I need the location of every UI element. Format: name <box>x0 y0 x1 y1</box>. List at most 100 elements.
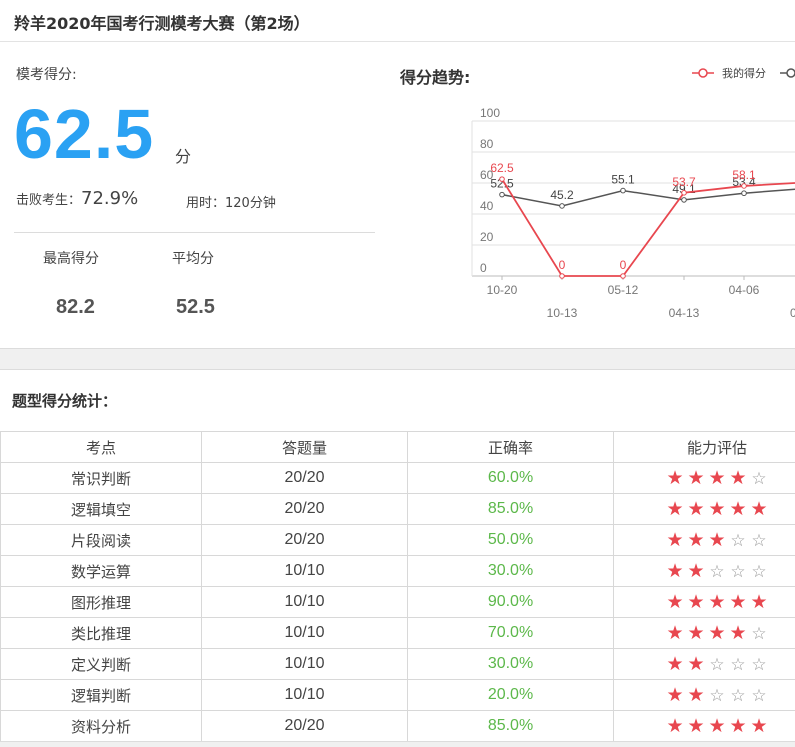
mine-data-label: 58.1 <box>732 168 756 182</box>
mine-point <box>499 176 505 182</box>
bottom-separator <box>0 741 795 747</box>
rate-cell: 50.0% <box>407 524 614 556</box>
count-cell: 10/10 <box>201 586 408 618</box>
topic-cell: 定义判断 <box>0 648 202 680</box>
star-filled-icon: ★ <box>687 528 705 551</box>
avg-point <box>741 190 747 197</box>
star-filled-icon: ★ <box>708 498 726 520</box>
score-label: 模考得分: <box>16 67 77 83</box>
avg-score-value: 52.5 <box>176 296 215 318</box>
star-filled-icon: ★ <box>666 715 684 737</box>
x-tick-label: 10-20 <box>487 283 518 297</box>
avg-series-line <box>501 188 795 207</box>
x-tick-label: 0 <box>790 306 795 320</box>
y-tick-label: 60 <box>480 168 494 182</box>
star-filled-icon: ★ <box>666 621 684 644</box>
col-header-rate: 正确率 <box>407 431 614 463</box>
rate-cell: 70.0% <box>407 617 614 649</box>
ability-rating: ★ ★ ★ ★ ☆ <box>613 617 795 649</box>
star-filled-icon: ★ <box>708 621 726 644</box>
col-header-topic: 考点 <box>0 431 202 463</box>
stats-table: 考点 答题量 正确率 能力评估 常识判断 20/20 60.0% ★ ★ ★ ★ ☆ 逻辑填空 2… <box>0 431 795 742</box>
star-filled-icon: ★ <box>666 498 684 520</box>
star-filled-icon: ★ <box>666 559 684 582</box>
title-bar: 羚羊2020年国考行测模考大赛（第2场） <box>0 0 795 42</box>
mine-point <box>681 189 687 196</box>
score-value: 62.5 <box>14 95 155 173</box>
topic-cell: 常识判断 <box>0 462 202 494</box>
star-filled-icon: ★ <box>687 715 705 737</box>
star-filled-icon: ★ <box>666 591 684 613</box>
legend-mine-label: 我的得分 <box>722 66 766 80</box>
rate-cell: 85.0% <box>407 493 614 525</box>
count-cell: 20/20 <box>201 493 408 525</box>
star-empty-icon: ☆ <box>751 530 767 551</box>
ability-rating: ★ ★ ★ ★ ★ <box>613 493 795 525</box>
rate-cell: 85.0% <box>407 710 614 742</box>
count-cell: 20/20 <box>201 462 408 494</box>
score-unit: 分 <box>175 147 192 166</box>
count-cell: 20/20 <box>201 524 408 556</box>
count-cell: 10/10 <box>201 648 408 680</box>
table-row: 数学运算 10/10 30.0% ★ ★ ☆ ☆ ☆ <box>0 555 795 587</box>
star-filled-icon: ★ <box>666 652 684 675</box>
ability-rating: ★ ★ ☆ ☆ ☆ <box>613 679 795 711</box>
rate-cell: 30.0% <box>407 555 614 587</box>
star-filled-icon: ★ <box>666 683 684 706</box>
topic-cell: 片段阅读 <box>0 524 202 556</box>
legend-mine-icon <box>698 68 708 78</box>
star-filled-icon: ★ <box>708 528 726 551</box>
rate-cell: 20.0% <box>407 679 614 711</box>
star-filled-icon: ★ <box>729 621 747 644</box>
star-empty-icon: ☆ <box>751 623 767 644</box>
count-cell: 20/20 <box>201 710 408 742</box>
topic-cell: 逻辑填空 <box>0 493 202 525</box>
mine-data-label: 62.5 <box>490 161 514 175</box>
x-tick-label: 04-06 <box>729 283 760 297</box>
beat-label: 击败考生： <box>16 193 82 208</box>
y-tick-label: 100 <box>480 106 500 120</box>
star-filled-icon: ★ <box>687 652 705 675</box>
star-filled-icon: ★ <box>729 591 747 613</box>
page-title: 羚羊2020年国考行测模考大赛（第2场） <box>14 14 310 33</box>
ability-rating: ★ ★ ☆ ☆ ☆ <box>613 648 795 680</box>
star-filled-icon: ★ <box>687 559 705 582</box>
table-row: 常识判断 20/20 60.0% ★ ★ ★ ★ ☆ <box>0 462 795 494</box>
star-filled-icon: ★ <box>687 621 705 644</box>
x-tick-label: 10-13 <box>547 306 578 320</box>
avg-point <box>559 203 565 209</box>
section-separator <box>0 348 795 370</box>
star-filled-icon: ★ <box>666 466 684 489</box>
avg-point <box>499 191 505 198</box>
star-filled-icon: ★ <box>687 498 705 520</box>
star-filled-icon: ★ <box>729 498 747 520</box>
max-score-value: 82.2 <box>56 296 95 318</box>
table-row: 类比推理 10/10 70.0% ★ ★ ★ ★ ☆ <box>0 617 795 649</box>
table-row: 定义判断 10/10 30.0% ★ ★ ☆ ☆ ☆ <box>0 648 795 680</box>
star-filled-icon: ★ <box>750 715 768 737</box>
rate-cell: 30.0% <box>407 648 614 680</box>
star-filled-icon: ★ <box>687 683 705 706</box>
x-tick-label: 05-12 <box>608 283 639 297</box>
trend-title: 得分趋势: <box>400 68 471 87</box>
star-empty-icon: ☆ <box>730 530 746 551</box>
y-tick-label: 80 <box>480 137 494 151</box>
topic-cell: 资料分析 <box>0 710 202 742</box>
x-tick-label: 04-13 <box>669 306 700 320</box>
ability-rating: ★ ★ ★ ★ ★ <box>613 710 795 742</box>
table-header-row: 考点 答题量 正确率 能力评估 <box>0 431 795 463</box>
star-empty-icon: ☆ <box>751 685 767 706</box>
avg-point <box>620 187 626 194</box>
star-filled-icon: ★ <box>687 591 705 613</box>
ability-rating: ★ ★ ☆ ☆ ☆ <box>613 555 795 587</box>
star-empty-icon: ☆ <box>751 468 767 489</box>
y-tick-label: 20 <box>480 230 494 244</box>
count-cell: 10/10 <box>201 617 408 649</box>
avg-data-label: 45.2 <box>550 188 574 202</box>
y-tick-label: 40 <box>480 199 494 213</box>
legend-avg-icon <box>786 68 795 78</box>
star-empty-icon: ☆ <box>709 685 725 706</box>
star-empty-icon: ☆ <box>730 685 746 706</box>
star-empty-icon: ☆ <box>730 654 746 675</box>
beat-info: 击败考生：72.9% <box>16 188 138 209</box>
